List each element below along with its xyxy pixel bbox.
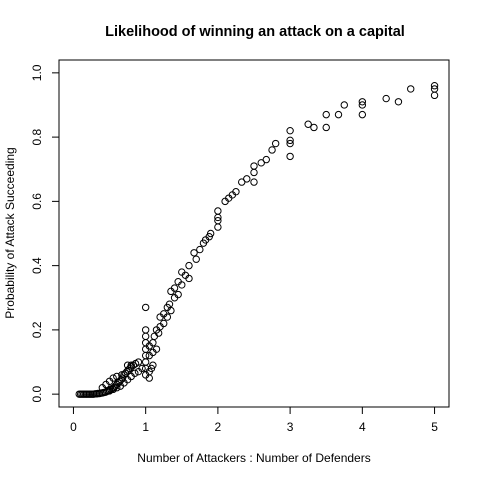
chart-title: Likelihood of winning an attack on a cap…	[105, 24, 405, 40]
data-point	[286, 136, 294, 145]
data-point	[358, 101, 367, 109]
data-point	[167, 306, 175, 315]
data-point	[382, 94, 390, 103]
data-point	[430, 91, 439, 100]
x-tick-label: 0	[70, 420, 77, 434]
x-tick-label: 1	[142, 420, 149, 434]
data-point	[163, 313, 172, 321]
data-point	[149, 361, 157, 369]
data-point	[113, 372, 121, 381]
data-point	[358, 110, 367, 119]
data-point	[123, 361, 132, 369]
data-point	[304, 120, 312, 128]
y-tick-label: 0.0	[30, 385, 44, 402]
y-tick-label: 0.4	[30, 257, 44, 274]
y-tick-label: 1.0	[30, 64, 44, 81]
y-axis-label: Probability of Attack Succeeding	[3, 147, 17, 318]
data-point	[141, 326, 150, 334]
data-point	[206, 229, 215, 238]
data-point	[138, 364, 146, 373]
data-point	[232, 188, 240, 196]
data-point	[113, 384, 121, 392]
data-point	[127, 361, 135, 369]
data-point	[334, 110, 343, 119]
data-point	[394, 98, 403, 106]
data-point	[286, 152, 294, 161]
data-point	[185, 261, 193, 270]
data-point	[105, 387, 114, 395]
data-point	[129, 361, 138, 369]
plot-area	[58, 59, 450, 408]
data-point	[310, 123, 318, 132]
data-point	[322, 110, 330, 119]
data-point	[214, 207, 222, 215]
y-tick-label: 0.6	[30, 193, 44, 210]
data-point	[185, 274, 193, 283]
data-point	[150, 332, 159, 341]
data-point	[196, 245, 204, 254]
data-point	[257, 159, 265, 167]
x-axis: 0 1 2 3 4 5	[70, 406, 438, 434]
data-point	[190, 249, 198, 257]
data-point	[178, 281, 186, 289]
x-tick-label: 3	[287, 420, 294, 434]
data-point	[286, 139, 294, 148]
data-point	[214, 216, 222, 225]
data-point	[152, 345, 161, 353]
data-point	[340, 101, 348, 109]
data-point	[238, 178, 246, 186]
data-point	[250, 168, 258, 177]
data-point	[160, 319, 168, 328]
data-point	[141, 303, 150, 312]
data-point	[109, 374, 117, 382]
data-point	[170, 284, 179, 292]
data-point	[322, 123, 330, 132]
data-point	[118, 371, 126, 379]
data-point	[192, 255, 200, 263]
data-point	[243, 175, 251, 183]
y-tick-label: 0.2	[30, 321, 44, 338]
x-tick-label: 4	[359, 420, 366, 434]
data-point	[214, 223, 222, 231]
x-axis-label: Number of Attackers : Number of Defender…	[137, 451, 370, 465]
data-point	[262, 155, 270, 164]
data-points	[75, 82, 439, 398]
data-point	[268, 146, 276, 154]
data-point	[134, 358, 143, 366]
y-tick-label: 0.8	[30, 128, 44, 145]
data-point	[358, 98, 367, 106]
data-point	[141, 332, 150, 341]
data-point	[286, 126, 294, 135]
y-axis: 0.0 0.2 0.4 0.6 0.8 1.0	[30, 64, 60, 402]
data-point	[174, 290, 182, 299]
data-point	[430, 85, 439, 93]
data-point	[271, 139, 280, 148]
data-point	[141, 358, 150, 366]
data-point	[250, 162, 258, 170]
data-point	[131, 369, 139, 377]
x-tick-label: 2	[215, 420, 222, 434]
data-point	[250, 178, 258, 186]
x-tick-label: 5	[431, 420, 438, 434]
data-point	[430, 82, 439, 90]
data-point	[109, 385, 117, 394]
data-point	[407, 85, 415, 93]
